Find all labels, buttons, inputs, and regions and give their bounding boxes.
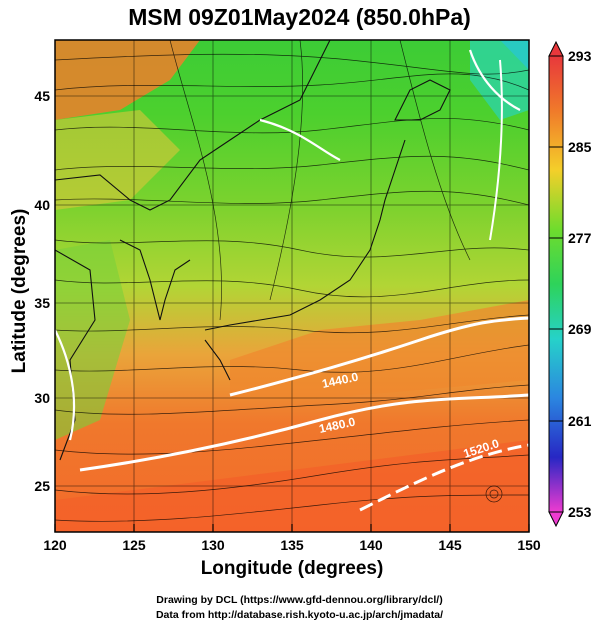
x-axis: [54, 524, 530, 532]
y-tick-label: 30: [34, 390, 50, 406]
credit-drawing: Drawing by DCL (https://www.gfd-dennou.o…: [156, 594, 443, 606]
colorbar-tick-label: 285: [568, 139, 592, 155]
y-tick-label: 25: [34, 478, 50, 494]
wind-streamlines: [55, 40, 529, 522]
chart-title: MSM 09Z01May2024 (850.0hPa): [128, 4, 471, 30]
colorbar-tick-label: 253: [568, 504, 592, 520]
y-tick-label: 45: [34, 88, 50, 104]
y-axis-label: Latitude (degrees): [9, 208, 30, 374]
x-tick-label: 150: [517, 537, 541, 553]
colorbar-tick-label: 261: [568, 413, 592, 429]
y-tick-label: 40: [34, 197, 50, 213]
colorbar: [548, 40, 564, 528]
x-tick-label: 130: [201, 537, 225, 553]
x-tick-label: 125: [122, 537, 146, 553]
x-tick-label: 140: [359, 537, 383, 553]
credit-data: Data from http://database.rish.kyoto-u.a…: [155, 609, 444, 621]
colorbar-tick-label: 293: [568, 48, 592, 64]
grid: [55, 40, 529, 532]
colorbar-tick-label: 277: [568, 230, 592, 246]
x-tick-label: 145: [438, 537, 462, 553]
x-tick-label: 135: [280, 537, 304, 553]
colorbar-tick-label: 269: [568, 321, 592, 337]
coastlines: [55, 40, 451, 461]
height-contours: [55, 49, 529, 512]
y-tick-label: 35: [34, 295, 50, 311]
x-tick-label: 120: [43, 537, 67, 553]
x-axis-label: Longitude (degrees): [200, 558, 384, 579]
